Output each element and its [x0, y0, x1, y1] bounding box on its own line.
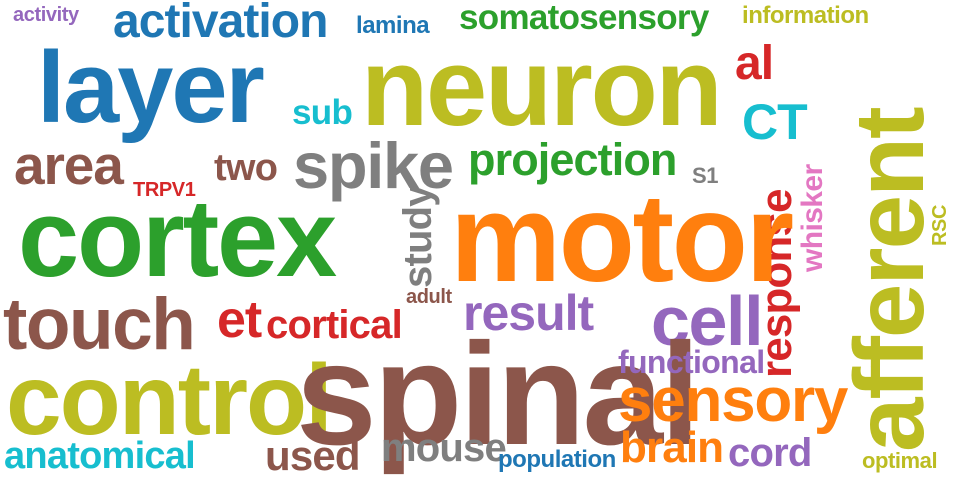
- word-ct: CT: [742, 94, 808, 150]
- word-whisker: whisker: [796, 164, 829, 272]
- word-cell: cell: [651, 282, 764, 360]
- word-al: al: [735, 37, 774, 90]
- word-layer: layer: [37, 32, 265, 144]
- word-somatosensory: somatosensory: [459, 0, 709, 37]
- word-cord: cord: [728, 431, 812, 475]
- word-afferent: afferent: [834, 108, 944, 452]
- word-spinal: spinal: [296, 313, 701, 475]
- word-anatomical: anatomical: [4, 435, 196, 477]
- word-cortex: cortex: [18, 177, 337, 300]
- word-result: result: [463, 285, 594, 341]
- word-two: two: [214, 147, 278, 189]
- word-spike: spike: [293, 129, 454, 202]
- word-et: et: [217, 291, 262, 349]
- word-sensory: sensory: [618, 366, 848, 435]
- word-lamina: lamina: [356, 12, 430, 39]
- word-used: used: [265, 432, 361, 479]
- word-activation: activation: [113, 0, 328, 48]
- word-study: study: [396, 185, 440, 288]
- word-functional: functional: [618, 344, 765, 380]
- word-s1: S1: [692, 163, 719, 188]
- word-neuron: neuron: [361, 26, 723, 149]
- word-brain: brain: [620, 423, 724, 472]
- word-optimal: optimal: [862, 448, 938, 473]
- word-area: area: [14, 134, 124, 196]
- word-information: information: [742, 2, 869, 29]
- word-adult: adult: [406, 286, 452, 308]
- word-activity: activity: [13, 4, 79, 26]
- word-control: control: [6, 344, 333, 456]
- word-rsc: RSC: [929, 204, 951, 246]
- word-motor: motor: [450, 169, 794, 308]
- word-cortical: cortical: [266, 303, 403, 347]
- word-mouse: mouse: [381, 426, 507, 470]
- word-trpv1: TRPV1: [133, 179, 196, 201]
- word-sub: sub: [292, 93, 353, 132]
- word-projection: projection: [468, 134, 677, 185]
- word-touch: touch: [3, 284, 196, 365]
- word-population: population: [498, 446, 616, 473]
